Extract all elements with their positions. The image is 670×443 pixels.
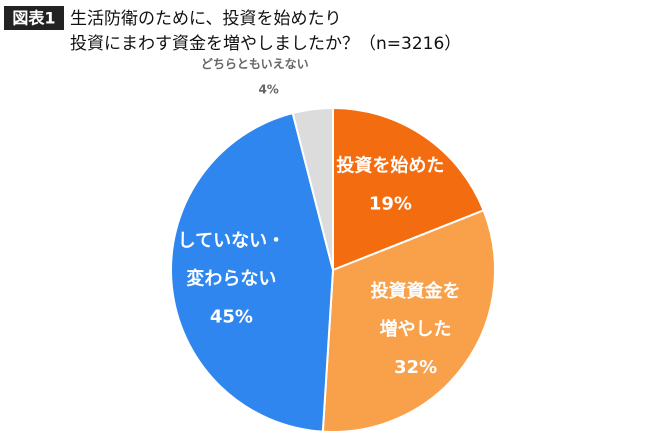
value-label: 19% <box>369 194 412 215</box>
figure-label: 図表1 <box>12 9 55 28</box>
pie-slice <box>291 106 334 271</box>
value-label: 4% <box>258 83 278 97</box>
slice-label-line: 増やした <box>380 318 452 340</box>
pie-slice <box>170 111 335 433</box>
figure-badge <box>4 6 64 30</box>
value-label: 32% <box>394 357 437 378</box>
chart-title: 生活防衛のために、投資を始めたり <box>70 9 342 29</box>
pie-slice <box>332 106 485 272</box>
slice-label-line: 投資を始めた <box>336 155 444 177</box>
pie-slice <box>321 209 496 433</box>
slice-label: 投資を始めた <box>336 155 444 177</box>
chart-title: 投資にまわす資金を増やしましたか？（n=3216） <box>70 34 461 54</box>
slice-label-line: 投資資金を <box>371 280 461 302</box>
slice-label: どちらともいえない <box>201 57 309 71</box>
slice-label: していない・変わらない <box>178 231 285 290</box>
slice-label-line: していない・ <box>178 231 285 252</box>
slice-label: 投資資金を増やした <box>371 280 461 340</box>
slice-label-line: 変わらない <box>186 268 276 290</box>
value-label: 45% <box>210 307 253 328</box>
slice-label-line: どちらともいえない <box>201 57 309 71</box>
